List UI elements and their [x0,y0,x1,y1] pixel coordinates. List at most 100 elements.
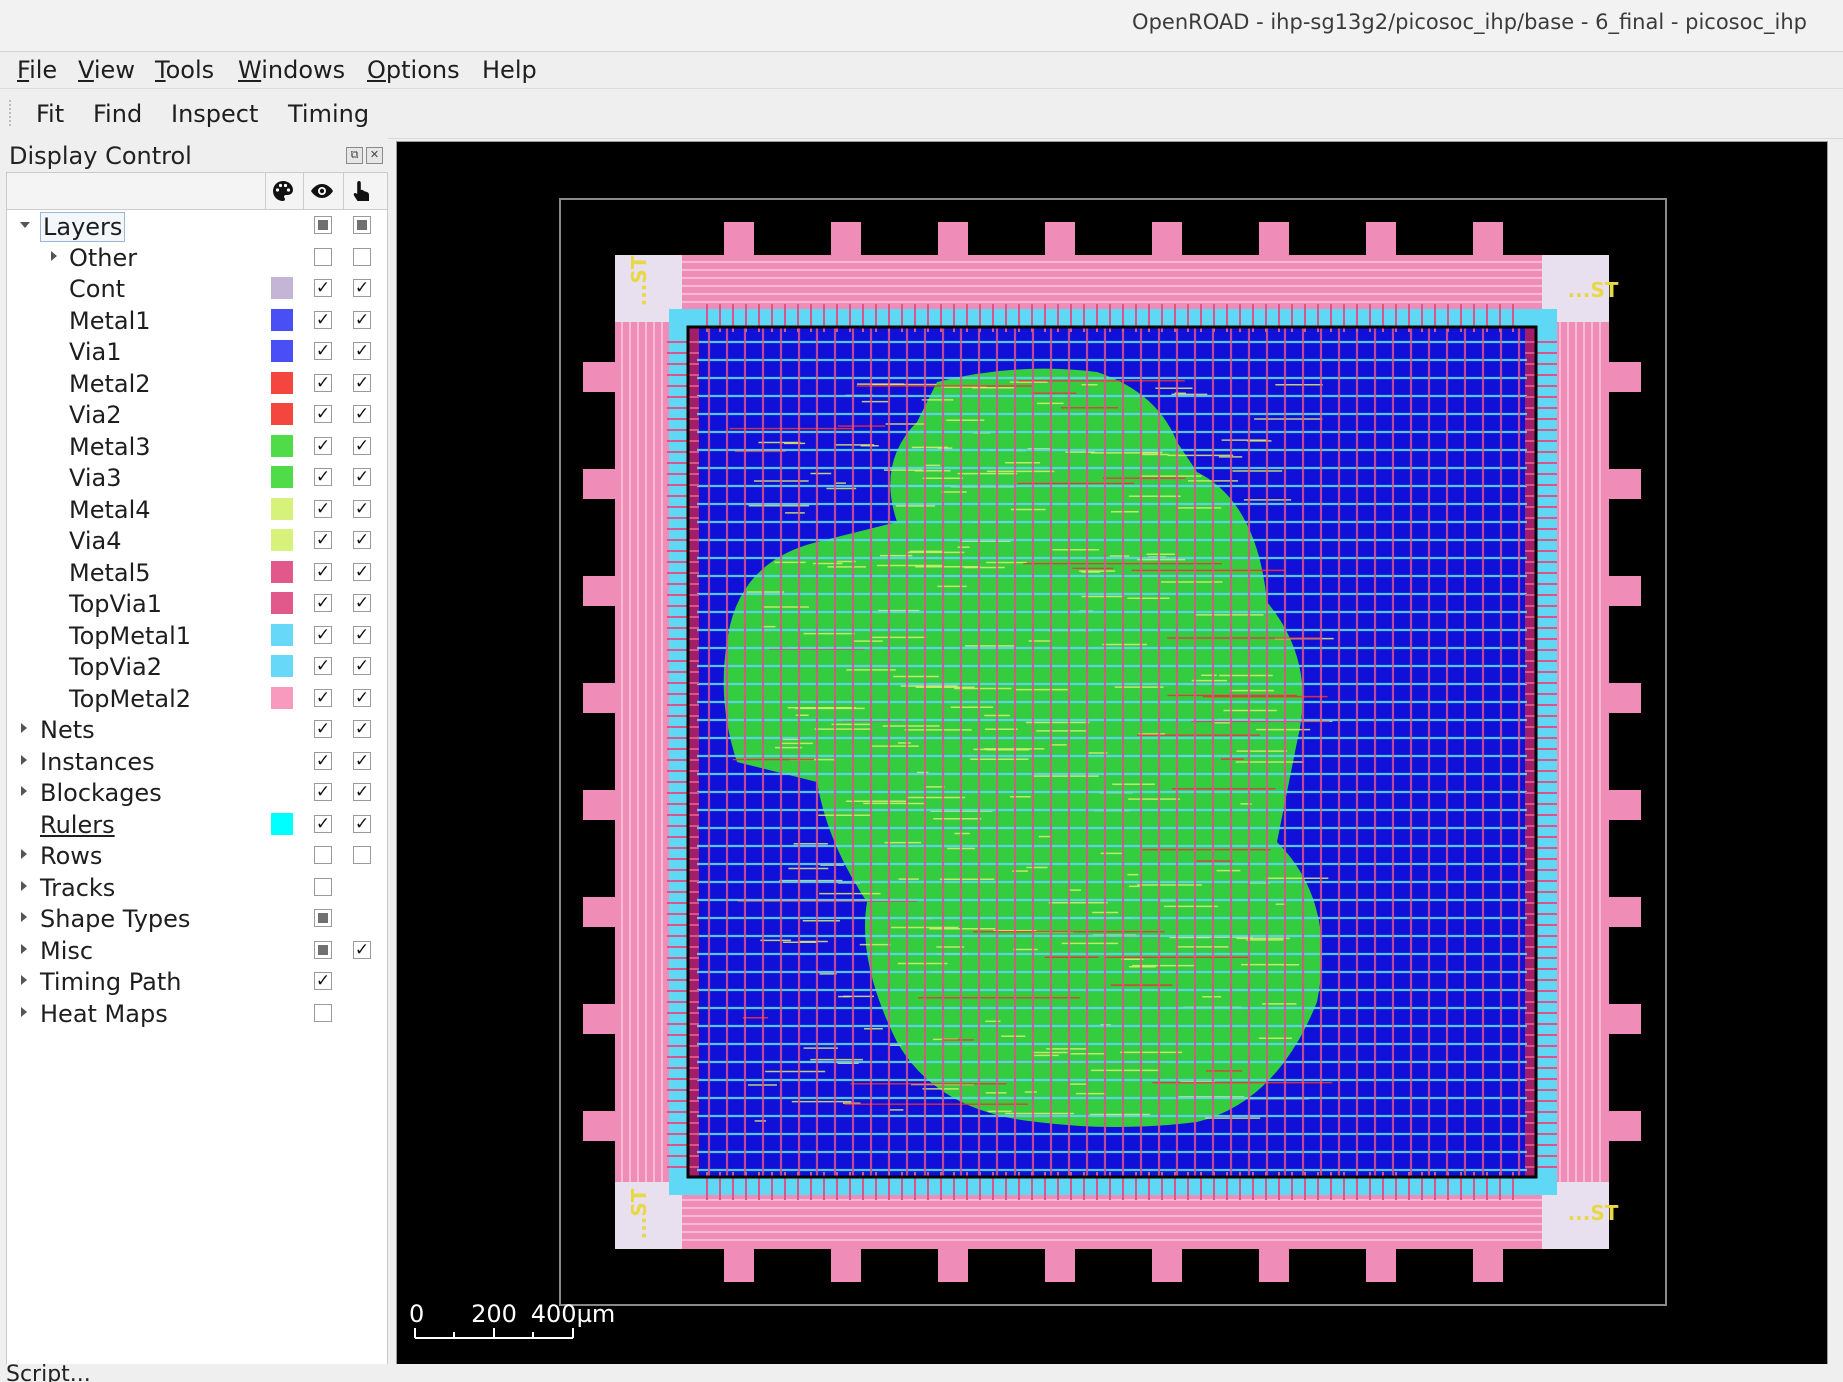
selectable-checkbox[interactable]: ✓ [353,813,371,834]
color-swatch[interactable] [271,529,293,551]
tree-row-heat-maps[interactable]: Heat Maps [7,998,387,1029]
visible-checkbox[interactable]: ✓ [314,341,332,361]
color-swatch[interactable] [271,466,293,488]
tree-row-metal5[interactable]: Metal5 ✓ ✓ [7,557,387,588]
selectable-checkbox[interactable] [353,846,371,864]
color-swatch[interactable] [271,434,293,457]
visible-checkbox[interactable]: ✓ [314,309,332,330]
visible-checkbox[interactable]: ✓ [314,404,332,424]
tree-row-metal4[interactable]: Metal4 ✓ ✓ [7,494,387,525]
visible-checkbox[interactable]: ✓ [314,435,332,456]
visible-checkbox[interactable]: ✓ [314,656,332,676]
visible-checkbox[interactable]: ✓ [314,750,332,771]
tree-row-topvia2[interactable]: TopVia2 ✓ ✓ [7,651,387,682]
selectable-checkbox[interactable] [353,216,371,234]
tree-row-via2[interactable]: Via2 ✓ ✓ [7,399,387,430]
color-swatch[interactable] [271,308,293,331]
visible-checkbox[interactable] [314,846,332,864]
collapsed-arrow-icon[interactable] [51,250,57,261]
visible-checkbox[interactable]: ✓ [314,498,332,519]
selectable-checkbox[interactable]: ✓ [353,435,371,456]
selectable-hand-icon[interactable] [350,179,374,203]
inspect-button[interactable]: Inspect [171,100,259,128]
menu-file[interactable]: File [17,56,58,84]
tree-row-topvia1[interactable]: TopVia1 ✓ ✓ [7,588,387,619]
collapsed-arrow-icon[interactable] [21,880,27,891]
selectable-checkbox[interactable]: ✓ [353,372,371,393]
color-swatch[interactable] [271,560,293,583]
visible-checkbox[interactable]: ✓ [314,467,332,487]
visible-checkbox[interactable] [314,940,332,959]
collapsed-arrow-icon[interactable] [21,912,27,922]
tree-row-blockages[interactable]: Blockages ✓ ✓ [7,777,387,808]
color-swatch[interactable] [271,686,293,709]
selectable-checkbox[interactable]: ✓ [353,498,371,519]
tree-row-nets[interactable]: Nets ✓ ✓ [7,714,387,745]
expanded-arrow-icon[interactable] [20,222,30,228]
tree-row-rows[interactable]: Rows [7,840,387,871]
collapsed-arrow-icon[interactable] [21,943,27,954]
visible-checkbox[interactable]: ✓ [314,593,332,613]
collapsed-arrow-icon[interactable] [21,849,27,859]
find-button[interactable]: Find [93,100,143,128]
float-icon[interactable]: ⧉ [346,147,363,164]
timing-button[interactable]: Timing [288,100,370,128]
viewer-scrollbar[interactable] [1828,141,1843,1363]
layout-canvas[interactable]: ...ST ...ST ...ST ...ST 0 200 400µm [397,142,1827,1364]
selectable-checkbox[interactable]: ✓ [353,341,371,361]
menu-help[interactable]: Help [482,56,537,84]
visible-checkbox[interactable]: ✓ [314,687,332,708]
visible-checkbox[interactable]: ✓ [314,719,332,739]
tree-row-topmetal2[interactable]: TopMetal2 ✓ ✓ [7,683,387,714]
tree-row-via3[interactable]: Via3 ✓ ✓ [7,462,387,493]
tree-row-cont[interactable]: Cont ✓ ✓ [7,273,387,304]
color-swatch[interactable] [271,340,293,362]
visible-checkbox[interactable]: ✓ [314,372,332,393]
collapsed-arrow-icon[interactable] [21,975,27,985]
tree-row-layers[interactable]: Layers [7,210,387,242]
selectable-checkbox[interactable]: ✓ [353,719,371,739]
close-icon[interactable]: ✕ [366,147,383,164]
collapsed-arrow-icon[interactable] [21,1006,27,1017]
color-swatch[interactable] [271,623,293,646]
color-swatch[interactable] [271,812,293,835]
menu-windows[interactable]: Windows [238,56,346,84]
visible-checkbox[interactable] [314,909,332,927]
fit-button[interactable]: Fit [36,100,65,128]
dock-splitter[interactable] [389,138,394,1364]
color-swatch[interactable] [271,277,293,299]
collapsed-arrow-icon[interactable] [21,754,27,765]
selectable-checkbox[interactable]: ✓ [353,624,371,645]
tree-row-rulers[interactable]: Rulers ✓ ✓ [7,809,387,840]
visible-checkbox[interactable]: ✓ [314,813,332,834]
toolbar-grip[interactable] [8,99,12,127]
selectable-checkbox[interactable]: ✓ [353,561,371,582]
visible-checkbox[interactable]: ✓ [314,278,332,298]
tree-row-other[interactable]: Other [7,242,387,273]
selectable-checkbox[interactable]: ✓ [353,593,371,613]
visible-checkbox[interactable] [314,247,332,266]
color-swatch[interactable] [271,403,293,425]
selectable-checkbox[interactable]: ✓ [353,782,371,802]
visible-eye-icon[interactable] [310,179,334,203]
tree-row-misc[interactable]: Misc ✓ [7,935,387,966]
selectable-checkbox[interactable]: ✓ [353,656,371,676]
visible-checkbox[interactable]: ✓ [314,971,332,991]
selectable-checkbox[interactable]: ✓ [353,687,371,708]
selectable-checkbox[interactable]: ✓ [353,750,371,771]
selectable-checkbox[interactable]: ✓ [353,939,371,960]
visible-checkbox[interactable] [314,216,332,234]
visible-checkbox[interactable] [314,1003,332,1022]
visible-checkbox[interactable]: ✓ [314,530,332,550]
selectable-checkbox[interactable] [353,247,371,266]
tree-row-instances[interactable]: Instances ✓ ✓ [7,746,387,777]
selectable-checkbox[interactable]: ✓ [353,404,371,424]
tree-row-metal2[interactable]: Metal2 ✓ ✓ [7,368,387,399]
selectable-checkbox[interactable]: ✓ [353,467,371,487]
menu-tools[interactable]: Tools [155,56,215,84]
color-swatch[interactable] [271,371,293,394]
tree-row-metal3[interactable]: Metal3 ✓ ✓ [7,431,387,462]
visible-checkbox[interactable]: ✓ [314,782,332,802]
tree-row-shape-types[interactable]: Shape Types [7,903,387,934]
visible-checkbox[interactable]: ✓ [314,624,332,645]
